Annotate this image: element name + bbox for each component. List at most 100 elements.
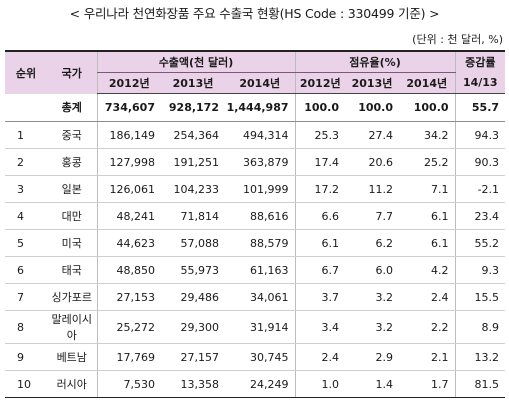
rank-cell: 2: [5, 148, 47, 176]
header-growth: 증감률: [454, 50, 506, 73]
table-row: 9 베트남 17,769 27,157 30,745 2.4 2.9 2.1 13.2: [5, 343, 506, 371]
growth-cell: 55.7: [454, 93, 506, 122]
share-2012-cell: 1.0: [294, 370, 345, 398]
share-2012-cell: 3.7: [294, 283, 345, 311]
rank-cell: 6: [5, 256, 47, 284]
growth-cell: 55.2: [454, 229, 506, 257]
exports-2012-cell: 44,623: [96, 229, 161, 257]
exports-2014-cell: 24,249: [225, 370, 295, 398]
header-exports-2014: 2014년: [225, 72, 295, 94]
share-2012-cell: 25.3: [294, 121, 345, 149]
exports-2014-cell: 88,616: [225, 202, 295, 230]
country-cell: 싱가포르: [47, 283, 97, 311]
growth-cell: 94.3: [454, 121, 506, 149]
table-row: 3 일본 126,061 104,233 101,999 17.2 11.2 7.1 -2.1: [5, 175, 506, 203]
exports-2013-cell: 71,814: [161, 202, 225, 230]
exports-2012-cell: 27,153: [96, 283, 161, 311]
growth-cell: 9.3: [454, 256, 506, 284]
country-cell: 태국: [47, 256, 97, 284]
exports-2014-cell: 31,914: [225, 310, 295, 344]
header-exports-2012: 2012년: [96, 72, 161, 94]
rank-cell: 8: [5, 310, 47, 344]
table-title: < 우리나라 천연화장품 주요 수출국 현황(HS Code : 330499 …: [69, 6, 440, 21]
share-2012-cell: 3.4: [294, 310, 345, 344]
share-2014-cell: 6.1: [399, 202, 456, 230]
share-2014-cell: 25.2: [399, 148, 456, 176]
rank-cell: 5: [5, 229, 47, 257]
exports-2012-cell: 734,607: [96, 93, 161, 122]
exports-2014-cell: 30,745: [225, 343, 295, 371]
country-cell: 홍콩: [47, 148, 97, 176]
exports-2014-cell: 1,444,987: [225, 93, 295, 122]
total-row: 총계 734,607 928,172 1,444,987 100.0 100.0 100.0…: [5, 93, 506, 122]
header-exports: 수출액(천 달러): [96, 50, 295, 73]
exports-2013-cell: 254,364: [161, 121, 225, 149]
unit-note: (단위 : 천 달러, %): [412, 33, 503, 46]
growth-cell: 81.5: [454, 370, 506, 398]
share-2012-cell: 17.4: [294, 148, 345, 176]
table-row: 1 중국 186,149 254,364 494,314 25.3 27.4 34.2 94.3: [5, 121, 506, 149]
header-share-2013: 2013년: [345, 72, 399, 94]
share-2013-cell: 2.9: [345, 343, 399, 371]
exports-2014-cell: 61,163: [225, 256, 295, 284]
exports-2014-cell: 363,879: [225, 148, 295, 176]
share-2013-cell: 6.0: [345, 256, 399, 284]
country-cell: 미국: [47, 229, 97, 257]
country-cell: 러시아: [47, 370, 97, 398]
share-2014-cell: 100.0: [399, 93, 456, 122]
table-row: 7 싱가포르 27,153 29,486 34,061 3.7 3.2 2.4 15.5: [5, 283, 506, 311]
growth-cell: 13.2: [454, 343, 506, 371]
share-2013-cell: 6.2: [345, 229, 399, 257]
share-2013-cell: 3.2: [345, 310, 399, 344]
exports-2012-cell: 48,850: [96, 256, 161, 284]
exports-2012-cell: 48,241: [96, 202, 161, 230]
share-2013-cell: 7.7: [345, 202, 399, 230]
exports-2012-cell: 17,769: [96, 343, 161, 371]
country-cell: 베트남: [47, 343, 97, 371]
rank-cell: 1: [5, 121, 47, 149]
exports-2013-cell: 29,486: [161, 283, 225, 311]
share-2013-cell: 1.4: [345, 370, 399, 398]
exports-2013-cell: 27,157: [161, 343, 225, 371]
table-row: 4 대만 48,241 71,814 88,616 6.6 7.7 6.1 23.4: [5, 202, 506, 230]
header-share-2014: 2014년: [399, 72, 456, 94]
exports-2012-cell: 186,149: [96, 121, 161, 149]
share-2012-cell: 2.4: [294, 343, 345, 371]
exports-2012-cell: 127,998: [96, 148, 161, 176]
rank-cell: 10: [5, 370, 47, 398]
share-2014-cell: 2.1: [399, 343, 456, 371]
share-2013-cell: 20.6: [345, 148, 399, 176]
table-row: 8 말레이시아 25,272 29,300 31,914 3.4 3.2 2.2 8.9: [5, 310, 506, 344]
growth-cell: 15.5: [454, 283, 506, 311]
growth-cell: -2.1: [454, 175, 506, 203]
share-2013-cell: 27.4: [345, 121, 399, 149]
exports-2012-cell: 7,530: [96, 370, 161, 398]
export-table: 순위 국가 수출액(천 달러) 점유율(%) 증감률 2012년 2013년 2…: [5, 50, 506, 398]
rank-cell: 9: [5, 343, 47, 371]
share-2014-cell: 34.2: [399, 121, 456, 149]
share-2012-cell: 6.7: [294, 256, 345, 284]
exports-2012-cell: 126,061: [96, 175, 161, 203]
header-exports-2013: 2013년: [161, 72, 225, 94]
exports-2014-cell: 101,999: [225, 175, 295, 203]
share-2012-cell: 6.6: [294, 202, 345, 230]
header-share-2012: 2012년: [294, 72, 345, 94]
share-2014-cell: 2.4: [399, 283, 456, 311]
growth-cell: 90.3: [454, 148, 506, 176]
share-2012-cell: 6.1: [294, 229, 345, 257]
rank-cell: 7: [5, 283, 47, 311]
header-country: 국가: [47, 50, 97, 94]
growth-cell: 8.9: [454, 310, 506, 344]
exports-2012-cell: 25,272: [96, 310, 161, 344]
share-2013-cell: 3.2: [345, 283, 399, 311]
share-2012-cell: 100.0: [294, 93, 345, 122]
share-2013-cell: 100.0: [345, 93, 399, 122]
country-cell: 대만: [47, 202, 97, 230]
table-row: 10 러시아 7,530 13,358 24,249 1.0 1.4 1.7 81.5: [5, 370, 506, 398]
share-2014-cell: 1.7: [399, 370, 456, 398]
country-cell: 말레이시아: [47, 310, 97, 344]
rank-cell: 4: [5, 202, 47, 230]
exports-2013-cell: 57,088: [161, 229, 225, 257]
country-cell: 일본: [47, 175, 97, 203]
share-2014-cell: 4.2: [399, 256, 456, 284]
